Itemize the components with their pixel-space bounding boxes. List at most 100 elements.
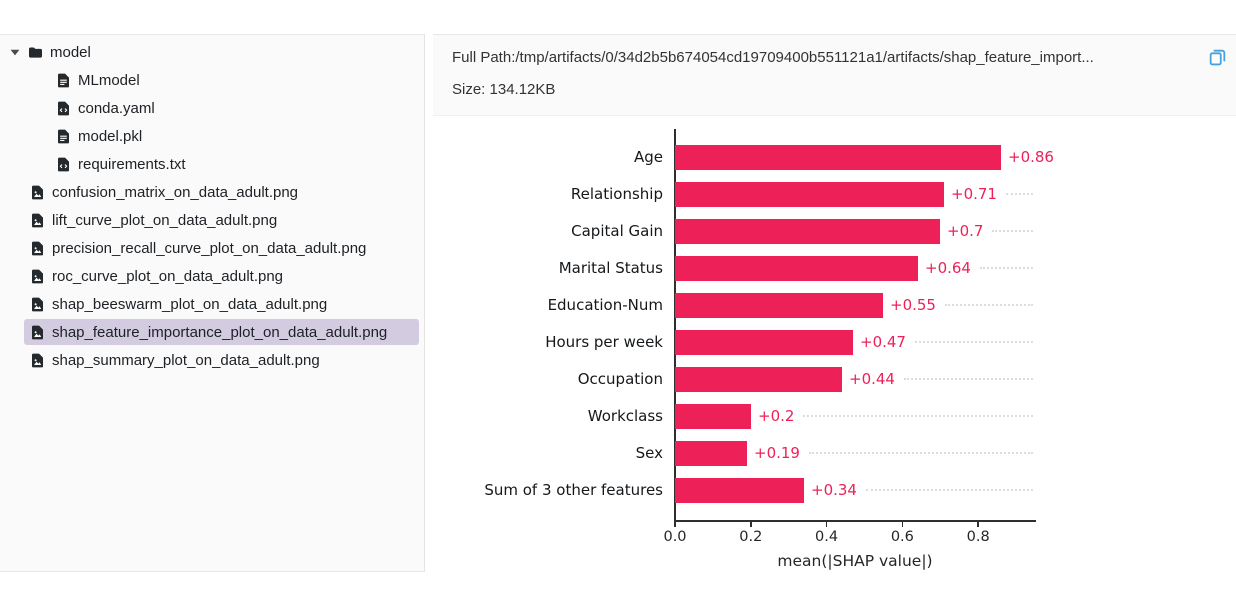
tree-item[interactable]: requirements.txt — [0, 150, 424, 178]
chart-value-label: +0.64 — [925, 259, 971, 277]
chart-value-label: +0.7 — [947, 222, 984, 240]
tree-item-label: shap_summary_plot_on_data_adult.png — [52, 351, 320, 369]
file-image-icon — [30, 353, 45, 368]
chart-category-label: Capital Gain — [571, 222, 663, 240]
file-size-text: Size: 134.12KB — [452, 81, 556, 98]
tree-item-label: MLmodel — [78, 71, 140, 89]
file-image-icon — [30, 297, 45, 312]
x-axis-tick-label: 0.4 — [815, 529, 839, 545]
tree-item[interactable]: shap_beeswarm_plot_on_data_adult.png — [0, 290, 424, 318]
chart-category-label: Marital Status — [558, 259, 663, 277]
x-axis-title: mean(|SHAP value|) — [777, 552, 933, 570]
tree-item-label: precision_recall_curve_plot_on_data_adul… — [52, 239, 367, 257]
tree-item-label: shap_beeswarm_plot_on_data_adult.png — [52, 295, 328, 313]
tree-item[interactable]: shap_summary_plot_on_data_adult.png — [0, 346, 424, 374]
chart-bar-row: Age +0.86 — [455, 144, 1115, 170]
file-image-icon — [30, 241, 45, 256]
chart-value-label: +0.34 — [811, 481, 857, 499]
chart-bar-zone: +0.47 — [675, 329, 1035, 355]
chart-value-label: +0.19 — [754, 444, 800, 462]
chart-bar-zone: +0.44 — [675, 366, 1035, 392]
file-code-icon — [56, 157, 71, 172]
chart-bar-row: Sex +0.19 — [455, 440, 1115, 466]
tree-item-label: lift_curve_plot_on_data_adult.png — [52, 211, 278, 229]
chart-value-label: +0.2 — [758, 407, 795, 425]
copy-path-button[interactable] — [1205, 46, 1229, 70]
x-axis-tick — [674, 521, 676, 527]
tree-item-label: shap_feature_importance_plot_on_data_adu… — [52, 323, 388, 341]
chart-bar — [675, 440, 747, 466]
chart-bar — [675, 218, 940, 244]
file-image-icon — [30, 213, 45, 228]
folder-icon — [28, 45, 43, 60]
chart-bar-row: Marital Status +0.64 — [455, 255, 1115, 281]
x-axis-tick-label: 0.8 — [966, 529, 990, 545]
dotted-leader-line — [903, 378, 1033, 380]
chart-category-label: Age — [633, 148, 663, 166]
artifact-file-tree-panel: model MLmodel conda.yaml model.pkl requireme… — [0, 34, 425, 572]
chart-category-label: Hours per week — [545, 333, 663, 351]
chart-bar-zone: +0.19 — [675, 440, 1035, 466]
file-document-icon — [56, 73, 71, 88]
tree-item-label: conda.yaml — [78, 99, 155, 117]
chart-bar-zone: +0.2 — [675, 403, 1035, 429]
chart-value-label: +0.47 — [860, 333, 906, 351]
chart-bar-zone: +0.34 — [675, 477, 1035, 503]
file-image-icon — [30, 269, 45, 284]
x-axis-tick-label: 0.6 — [890, 529, 914, 545]
chart-category-label: Relationship — [570, 185, 663, 203]
tree-item[interactable]: conda.yaml — [0, 94, 424, 122]
chart-bar — [675, 477, 804, 503]
tree-item[interactable]: roc_curve_plot_on_data_adult.png — [0, 262, 424, 290]
chart-bar-row: Sum of 3 other features +0.34 — [455, 477, 1115, 503]
file-image-icon — [30, 325, 45, 340]
dotted-leader-line — [944, 304, 1033, 306]
chart-category-label: Sum of 3 other features — [484, 481, 663, 499]
chart-bar — [675, 255, 918, 281]
chart-category-label: Occupation — [577, 370, 663, 388]
tree-item[interactable]: model.pkl — [0, 122, 424, 150]
chart-bar-row: Hours per week +0.47 — [455, 329, 1115, 355]
tree-item-label: requirements.txt — [78, 155, 186, 173]
chart-bar — [675, 403, 751, 429]
chart-bar — [675, 329, 853, 355]
tree-item[interactable]: precision_recall_curve_plot_on_data_adul… — [0, 234, 424, 262]
dotted-leader-line — [992, 230, 1033, 232]
copy-icon — [1207, 49, 1228, 71]
file-document-icon — [56, 129, 71, 144]
chart-value-label: +0.71 — [951, 185, 997, 203]
x-axis-tick — [901, 521, 904, 527]
tree-item-label: model.pkl — [78, 127, 143, 145]
dotted-leader-line — [808, 452, 1033, 454]
chart-bar-row: Relationship +0.71 — [455, 181, 1115, 207]
chart-value-label: +0.55 — [890, 296, 936, 314]
dotted-leader-line — [865, 489, 1033, 491]
chart-bar — [675, 292, 883, 318]
tree-item-label: confusion_matrix_on_data_adult.png — [52, 183, 299, 201]
chart-bar — [675, 366, 842, 392]
tree-item[interactable]: lift_curve_plot_on_data_adult.png — [0, 206, 424, 234]
shap-bar-chart: mean(|SHAP value|) Age +0.86 Relationship +… — [455, 125, 1135, 590]
dotted-leader-line — [1005, 193, 1033, 195]
tree-item[interactable]: shap_feature_importance_plot_on_data_adu… — [0, 318, 424, 346]
x-axis-tick — [750, 521, 752, 527]
caret-down-icon[interactable] — [10, 49, 22, 56]
file-tree: model MLmodel conda.yaml model.pkl requireme… — [0, 38, 424, 374]
x-axis-tick — [825, 521, 828, 527]
file-code-icon — [56, 101, 71, 116]
chart-bar-zone: +0.86 — [675, 144, 1054, 170]
dotted-leader-line — [914, 341, 1033, 343]
chart-bar-zone: +0.7 — [675, 218, 1035, 244]
chart-bar-zone: +0.71 — [675, 181, 1035, 207]
chart-category-label: Workclass — [587, 407, 663, 425]
tree-item[interactable]: confusion_matrix_on_data_adult.png — [0, 178, 424, 206]
tree-item-label: roc_curve_plot_on_data_adult.png — [52, 267, 284, 285]
x-axis-tick — [977, 521, 979, 527]
chart-bar-row: Education-Num +0.55 — [455, 292, 1115, 318]
file-image-icon — [30, 185, 45, 200]
dotted-leader-line — [803, 415, 1033, 417]
tree-item[interactable]: MLmodel — [0, 66, 424, 94]
x-axis-tick-label: 0.0 — [663, 529, 687, 545]
tree-item[interactable]: model — [0, 38, 424, 66]
